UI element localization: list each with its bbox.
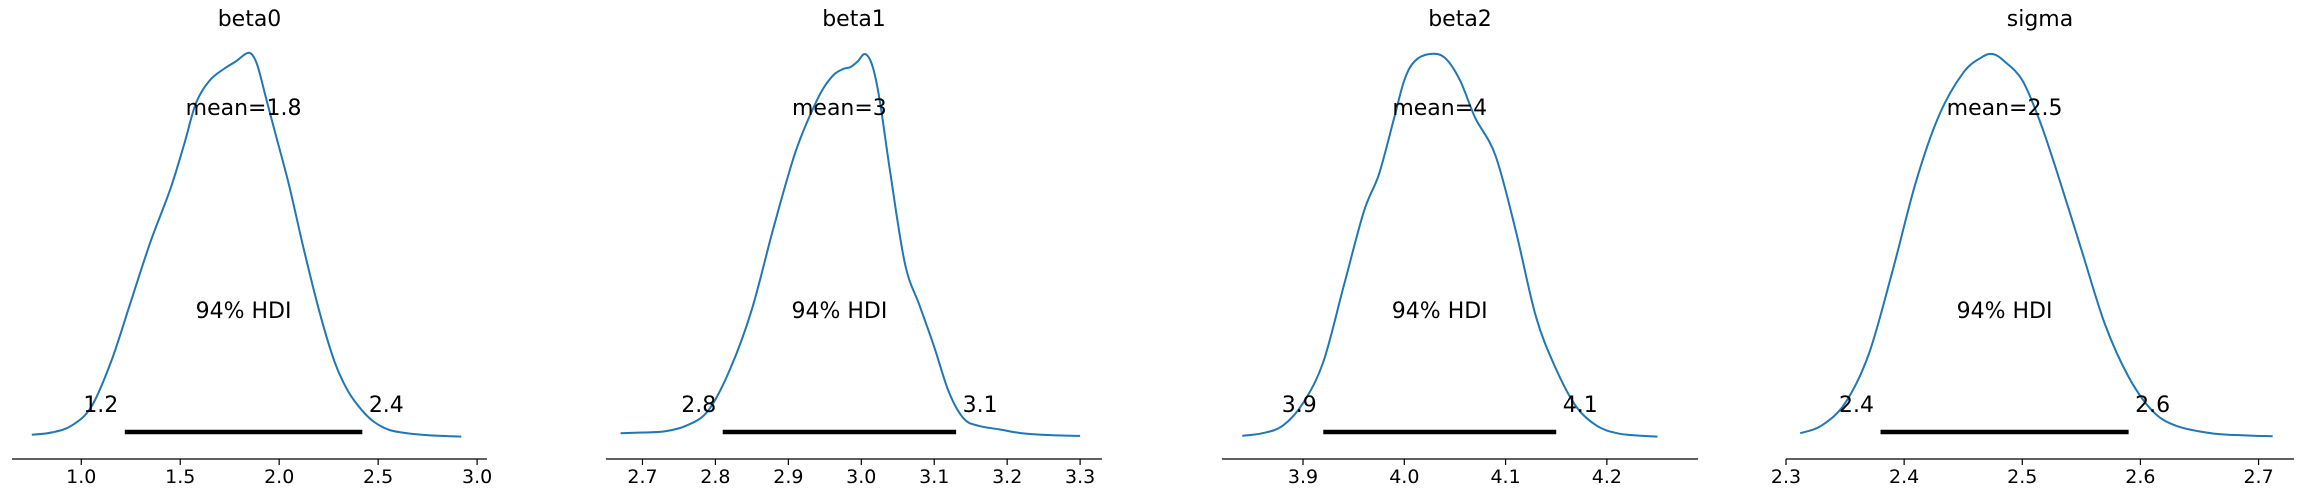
hdi-high-label: 4.1 xyxy=(1563,393,1598,418)
subplot-title: beta1 xyxy=(822,7,886,32)
mean-label: mean=2.5 xyxy=(1947,96,2063,121)
hdi-high-label: 2.6 xyxy=(2135,393,2170,418)
subplot-title: beta2 xyxy=(1428,7,1492,32)
hdi-label: 94% HDI xyxy=(1957,299,2053,324)
mean-label: mean=4 xyxy=(1392,96,1487,121)
x-tick-label: 2.5 xyxy=(363,466,393,488)
density-curve xyxy=(620,53,1081,437)
mean-label: mean=3 xyxy=(792,96,887,121)
hdi-label: 94% HDI xyxy=(196,299,292,324)
hdi-label: 94% HDI xyxy=(1392,299,1488,324)
subplot-sigma: 2.3 2.4 2.5 2.6 2.7 sigma mean=2.5 94% HDI 2.4 2.… xyxy=(1771,7,2294,488)
hdi-label: 94% HDI xyxy=(791,299,887,324)
x-tick-label: 2.8 xyxy=(700,466,730,488)
x-tick-label: 3.1 xyxy=(919,466,949,488)
x-tick-label: 3.0 xyxy=(462,466,492,488)
x-tick-label: 3.3 xyxy=(1065,466,1095,488)
x-tick-label: 4.1 xyxy=(1490,466,1520,488)
density-curve xyxy=(1799,52,2273,438)
hdi-low-label: 2.8 xyxy=(681,393,716,418)
subplot-beta1: 2.7 2.8 2.9 3.0 3.1 3.2 3.3 beta1 mean=3 94% HDI 2… xyxy=(606,7,1102,488)
x-tick-label: 2.5 xyxy=(2007,466,2037,488)
hdi-low-label: 3.9 xyxy=(1282,393,1317,418)
hdi-high-label: 3.1 xyxy=(963,393,998,418)
x-tick-label: 2.9 xyxy=(773,466,803,488)
subplot-title: beta0 xyxy=(218,7,282,32)
hdi-low-label: 2.4 xyxy=(1839,393,1874,418)
x-tick-label: 3.0 xyxy=(846,466,876,488)
x-tick-label: 4.0 xyxy=(1389,466,1419,488)
x-tick-label: 1.5 xyxy=(165,466,195,488)
density-curve xyxy=(31,51,462,438)
hdi-high-label: 2.4 xyxy=(369,393,404,418)
x-tick-label: 2.6 xyxy=(2125,466,2155,488)
x-tick-label: 4.2 xyxy=(1592,466,1622,488)
x-tick-label: 2.7 xyxy=(2243,466,2273,488)
x-tick-label: 2.3 xyxy=(1771,466,1801,488)
x-tick-label: 1.0 xyxy=(66,466,96,488)
hdi-low-label: 1.2 xyxy=(83,393,118,418)
x-tick-label: 2.7 xyxy=(627,466,657,488)
x-tick-label: 2.4 xyxy=(1889,466,1919,488)
subplot-beta2: 3.9 4.0 4.1 4.2 beta2 mean=4 94% HDI 3.9 4.1 xyxy=(1222,7,1698,488)
x-tick-label: 3.9 xyxy=(1288,466,1318,488)
mean-label: mean=1.8 xyxy=(186,96,302,121)
x-tick-label: 2.0 xyxy=(264,466,294,488)
subplot-beta0: 1.0 1.5 2.0 2.5 3.0 beta0 mean=1.8 94% HDI 1.2 2.… xyxy=(12,7,492,488)
density-curve xyxy=(1242,52,1658,438)
x-tick-label: 3.2 xyxy=(992,466,1022,488)
subplot-title: sigma xyxy=(2007,7,2073,32)
